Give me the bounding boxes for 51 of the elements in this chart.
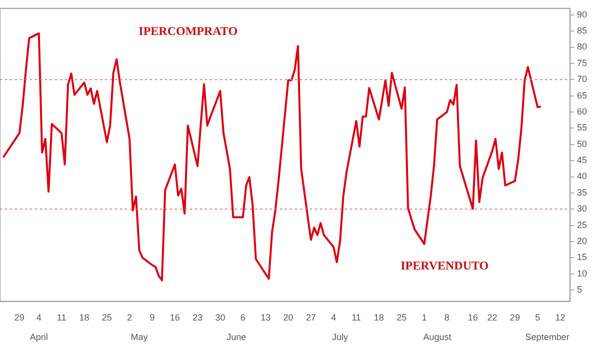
y-tick-label: 40	[576, 171, 588, 182]
x-tick-label: 2	[127, 312, 132, 322]
y-tick-label: 90	[576, 9, 588, 20]
x2-tick-label: April	[30, 332, 48, 342]
x-tick-label: 12	[555, 312, 566, 322]
y-tick-label: 35	[576, 187, 588, 198]
y-tick-label: 80	[576, 42, 588, 52]
x-tick-label: 29	[14, 312, 24, 322]
y-tick-label: 20	[576, 236, 588, 246]
y-tick-label: 75	[576, 58, 588, 68]
y-tick-label: 85	[576, 26, 588, 36]
x-tick-label: 30	[215, 312, 226, 322]
annotation: IPERCOMPRATO	[138, 24, 238, 38]
y-tick-label: 15	[576, 252, 588, 262]
y-tick-label: 30	[576, 204, 588, 214]
y-tick-label: 50	[576, 138, 588, 149]
x-tick-label: 27	[306, 312, 316, 322]
x-tick-label: 6	[240, 312, 246, 322]
x2-tick-label: July	[332, 332, 349, 342]
x-tick-label: 16	[170, 312, 180, 322]
x-tick-label: 25	[102, 312, 112, 322]
y-tick-label: 55	[576, 122, 588, 133]
y-tick-label: 45	[576, 155, 588, 166]
y-tick-label: 25	[576, 220, 588, 230]
y-tick-label: 65	[576, 90, 588, 100]
x-tick-label: 4	[36, 312, 42, 322]
y-tick-label: 10	[576, 268, 588, 278]
x-tick-label: 13	[260, 312, 271, 322]
x-tick-label: 22	[487, 312, 498, 322]
annotation: IPERVENDUTO	[400, 258, 489, 272]
x-tick-label: 25	[396, 312, 407, 322]
x-tick-label: 5	[535, 312, 540, 322]
x2-tick-label: August	[423, 332, 452, 342]
x-tick-label: 23	[192, 312, 203, 322]
x-tick-label: 1	[422, 312, 427, 322]
x2-tick-label: May	[130, 332, 148, 342]
x-tick-label: 11	[352, 312, 361, 322]
x-tick-label: 4	[331, 312, 336, 322]
x-tick-label: 18	[374, 312, 384, 322]
x-tick-label: 9	[150, 312, 155, 322]
x2-tick-label: June	[226, 332, 246, 342]
x-tick-label: 20	[283, 312, 294, 322]
x-tick-label: 11	[56, 312, 66, 322]
x-tick-label: 8	[444, 312, 450, 322]
x2-tick-label: September	[525, 332, 570, 342]
x-tick-label: 16	[468, 312, 478, 322]
y-tick-label: 5	[576, 284, 582, 295]
x-tick-label: 29	[510, 312, 520, 322]
x-tick-label: 18	[79, 312, 90, 322]
y-tick-label: 60	[576, 106, 588, 116]
y-tick-label: 70	[576, 74, 588, 84]
